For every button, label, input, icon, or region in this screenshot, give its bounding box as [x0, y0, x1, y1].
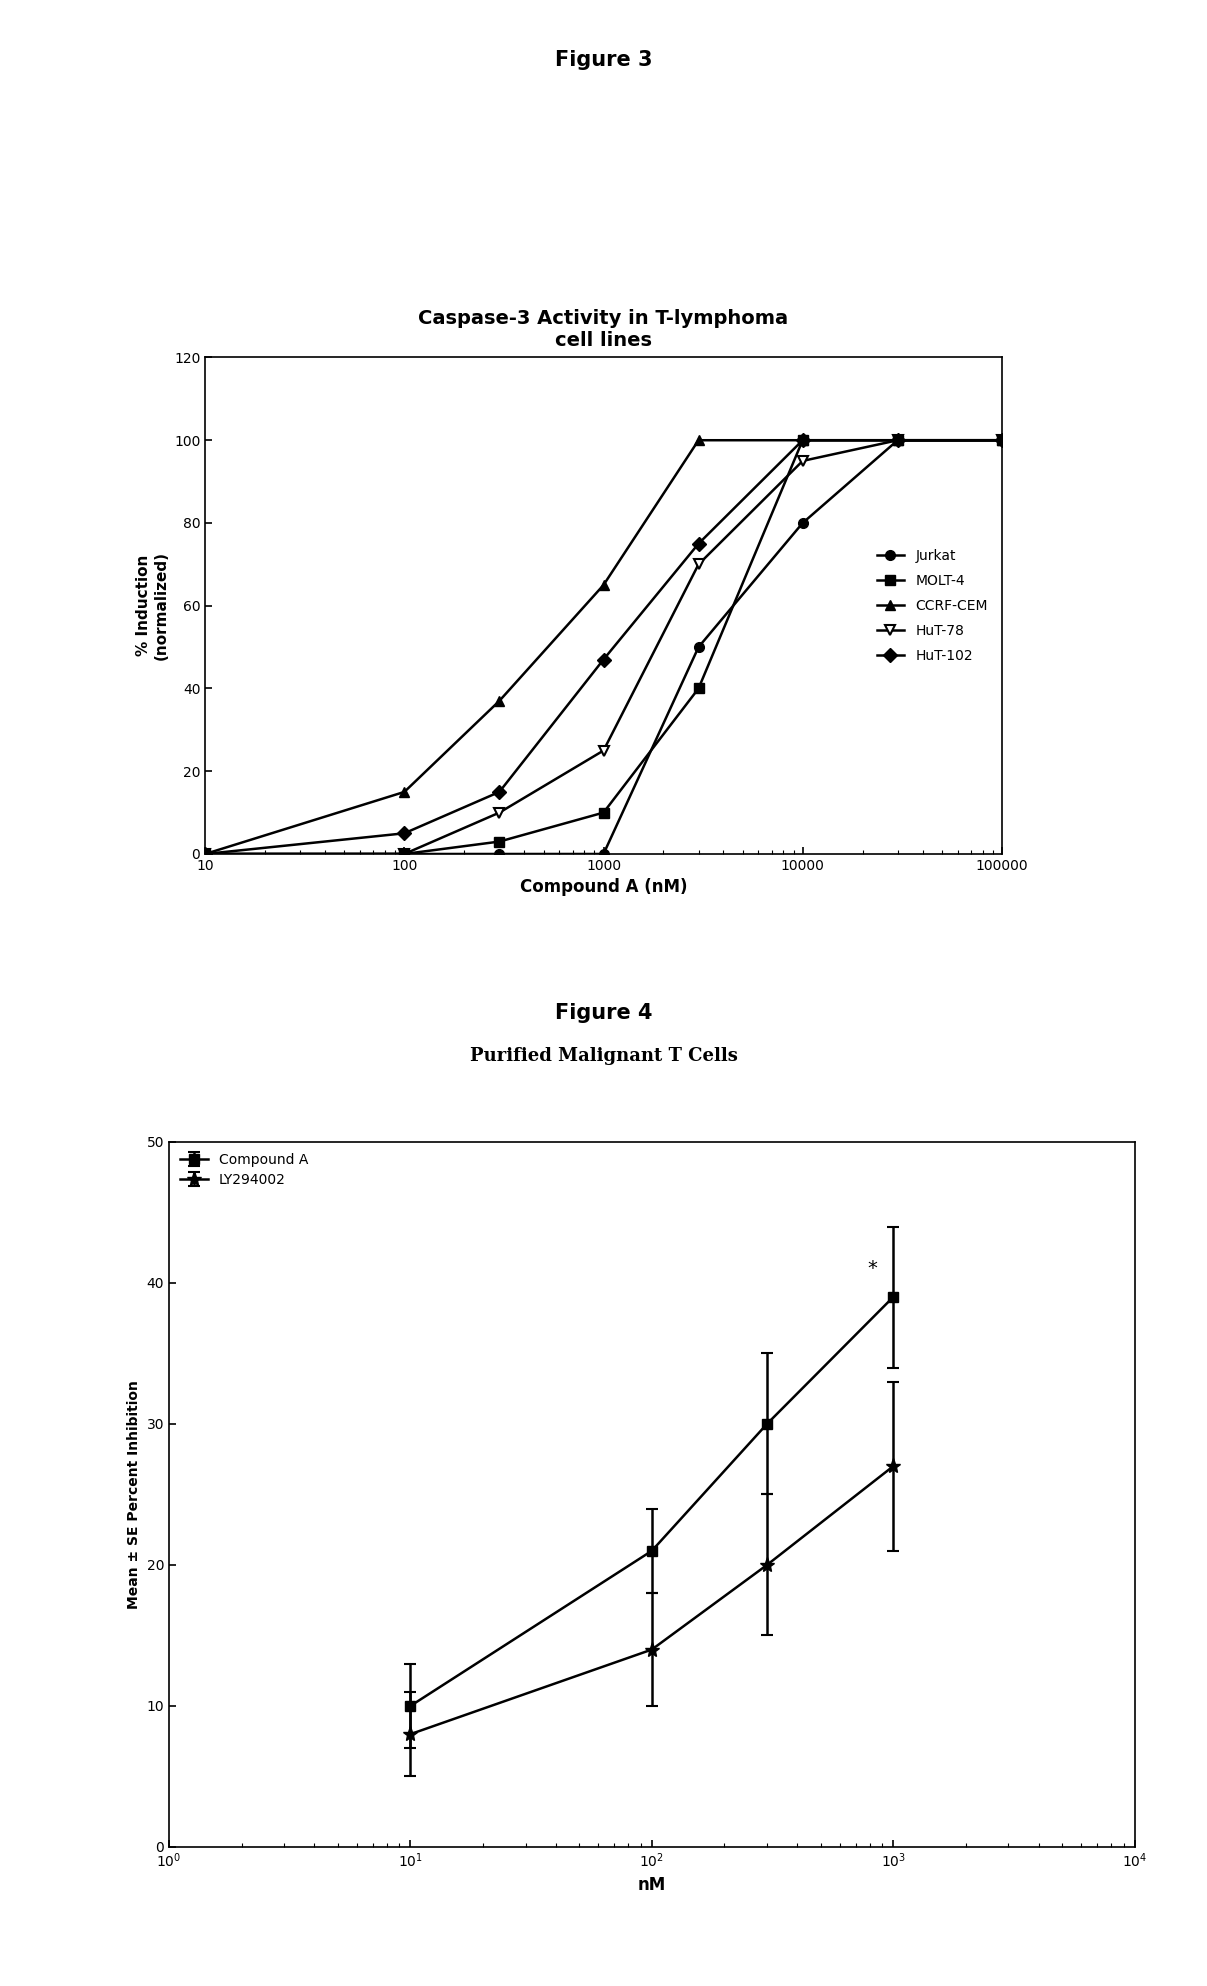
HuT-78 [492, 800, 507, 824]
Jurkat [995, 429, 1009, 453]
CCRF-CEM [596, 574, 611, 598]
HuT-102 [995, 429, 1009, 453]
HuT-102 [397, 822, 412, 846]
Y-axis label: Mean ± SE Percent Inhibition: Mean ± SE Percent Inhibition [127, 1380, 141, 1609]
MOLT-4 [198, 842, 212, 866]
MOLT-4 [795, 429, 810, 453]
Jurkat [596, 842, 611, 866]
Line: MOLT-4: MOLT-4 [200, 435, 1007, 858]
HuT-102 [891, 429, 905, 453]
MOLT-4 [891, 429, 905, 453]
HuT-78 [891, 429, 905, 453]
Jurkat [492, 842, 507, 866]
Jurkat [397, 842, 412, 866]
CCRF-CEM [995, 429, 1009, 453]
MOLT-4 [397, 842, 412, 866]
Jurkat [795, 510, 810, 534]
Jurkat [692, 636, 706, 659]
CCRF-CEM [795, 429, 810, 453]
MOLT-4 [492, 830, 507, 854]
HuT-78 [397, 842, 412, 866]
Jurkat [891, 429, 905, 453]
Text: Purified Malignant T Cells: Purified Malignant T Cells [470, 1047, 737, 1064]
Text: Figure 4: Figure 4 [555, 1003, 652, 1023]
Line: HuT-78: HuT-78 [200, 435, 1007, 858]
Y-axis label: % Induction
(normalized): % Induction (normalized) [136, 552, 169, 659]
CCRF-CEM [397, 780, 412, 804]
HuT-102 [795, 429, 810, 453]
HuT-102 [596, 647, 611, 671]
MOLT-4 [995, 429, 1009, 453]
HuT-78 [795, 449, 810, 473]
HuT-78 [596, 739, 611, 763]
CCRF-CEM [492, 689, 507, 713]
Text: Figure 3: Figure 3 [555, 50, 652, 70]
HuT-78 [692, 552, 706, 576]
HuT-78 [995, 429, 1009, 453]
Jurkat [198, 842, 212, 866]
Text: *: * [868, 1259, 877, 1279]
Line: CCRF-CEM: CCRF-CEM [200, 435, 1007, 858]
X-axis label: nM: nM [637, 1877, 666, 1895]
CCRF-CEM [198, 842, 212, 866]
Line: HuT-102: HuT-102 [200, 435, 1007, 858]
MOLT-4 [596, 800, 611, 824]
Legend: Compound A, LY294002: Compound A, LY294002 [176, 1148, 313, 1192]
HuT-78 [198, 842, 212, 866]
HuT-102 [492, 780, 507, 804]
CCRF-CEM [891, 429, 905, 453]
Title: Caspase-3 Activity in T-lymphoma
cell lines: Caspase-3 Activity in T-lymphoma cell li… [419, 310, 788, 350]
HuT-102 [198, 842, 212, 866]
Legend: Jurkat, MOLT-4, CCRF-CEM, HuT-78, HuT-102: Jurkat, MOLT-4, CCRF-CEM, HuT-78, HuT-10… [869, 542, 995, 669]
X-axis label: Compound A (nM): Compound A (nM) [520, 878, 687, 896]
HuT-102 [692, 532, 706, 556]
MOLT-4 [692, 677, 706, 701]
CCRF-CEM [692, 429, 706, 453]
Line: Jurkat: Jurkat [200, 435, 1007, 858]
